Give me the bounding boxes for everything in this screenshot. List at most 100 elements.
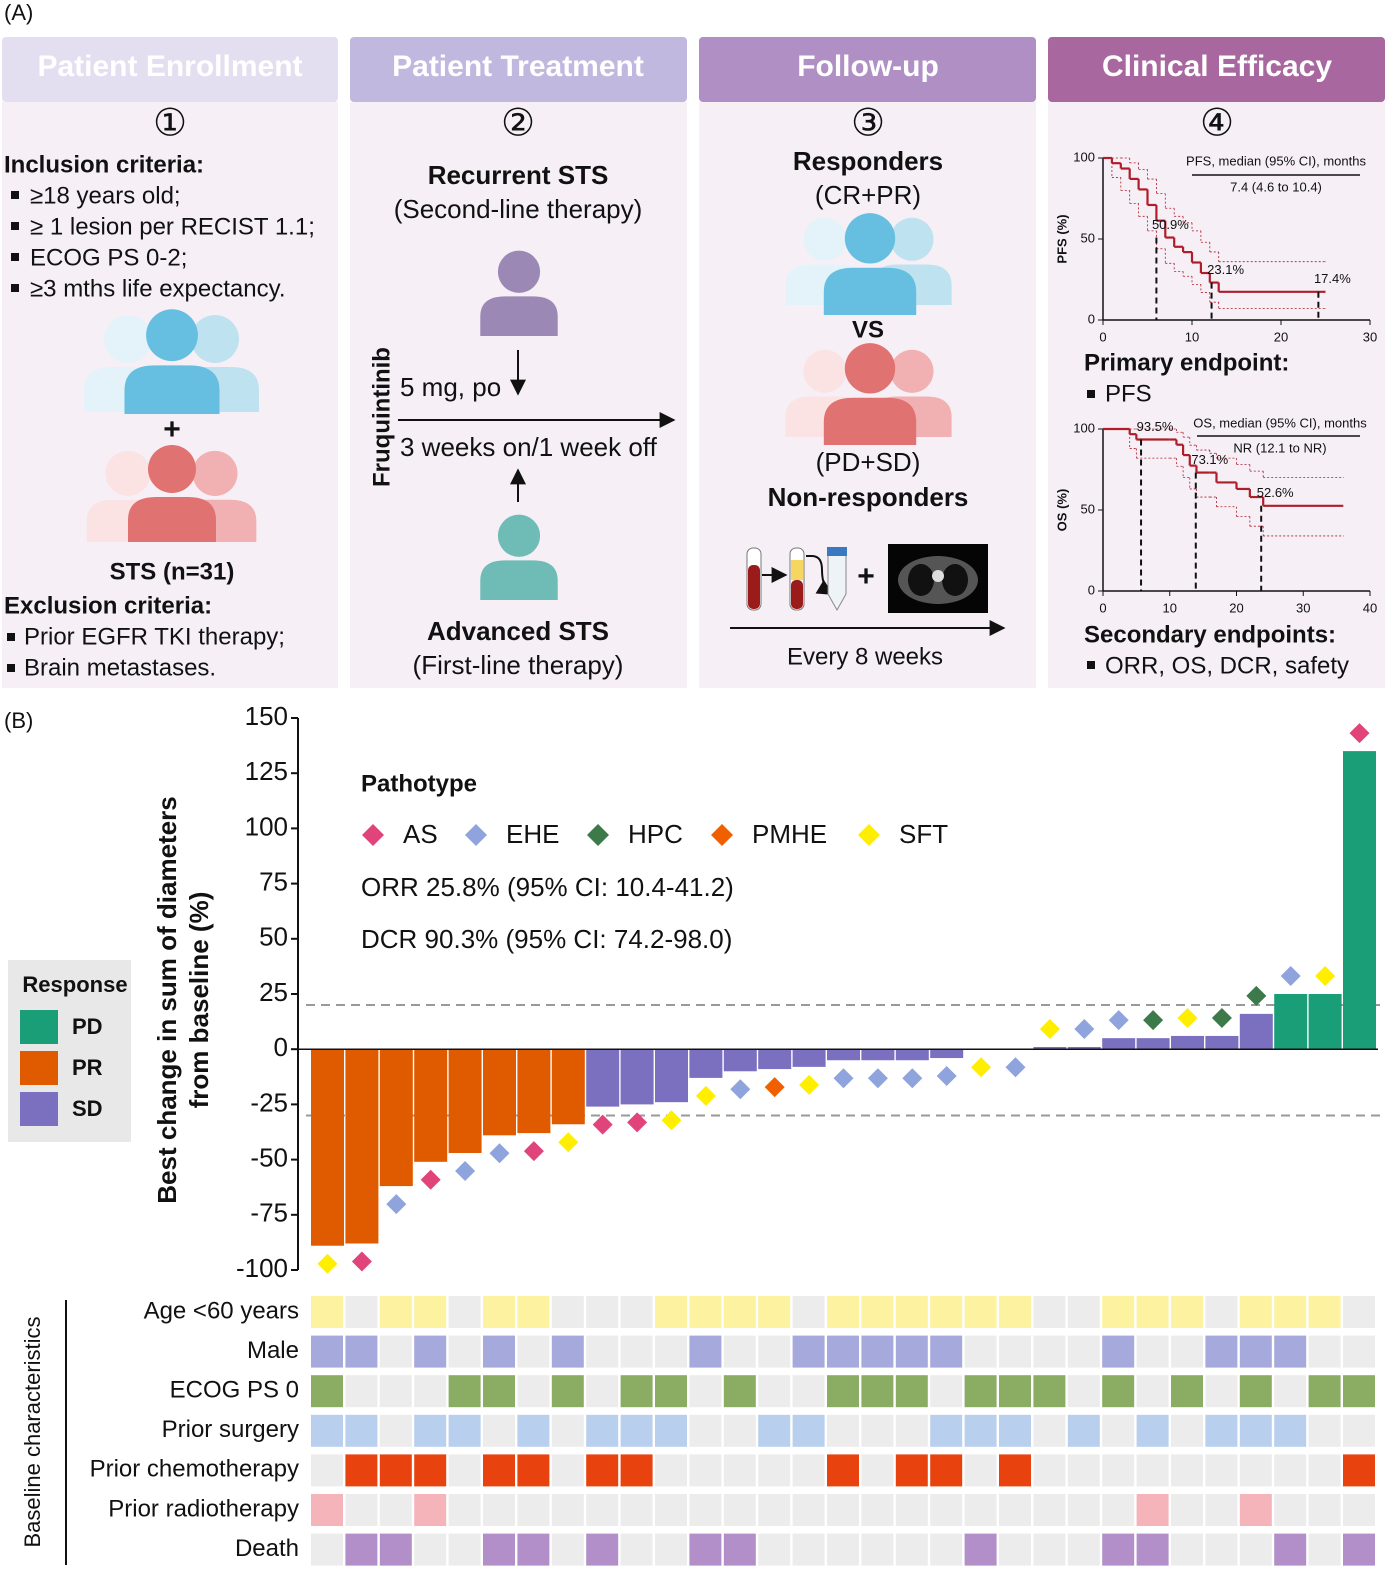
legend-label: SD: [72, 1096, 103, 1121]
cohort: STS (n=31): [110, 558, 235, 585]
heat-cell: [311, 1533, 343, 1566]
y-tick-label: 0: [1088, 311, 1095, 326]
legend-title: PFS, median (95% CI), months: [1186, 153, 1366, 168]
bar: [827, 1049, 860, 1061]
heat-cell: [1205, 1533, 1238, 1566]
x-tick-label: 10: [1185, 329, 1199, 344]
group-title: Recurrent STS: [428, 160, 609, 190]
criterion: ECOG PS 0-2;: [30, 244, 187, 271]
heat-cell: [586, 1414, 619, 1447]
group-line: (PD+SD): [816, 447, 921, 477]
heat-cell: [1102, 1494, 1135, 1526]
pathotype-marker: [833, 1068, 854, 1089]
legend-label: AS: [403, 819, 438, 849]
heat-cell: [1136, 1494, 1169, 1526]
heat-cell: [689, 1375, 722, 1408]
bar: [379, 1049, 413, 1187]
heat-cell: [345, 1454, 378, 1487]
heat-cell: [379, 1414, 412, 1447]
heat-cell: [1343, 1454, 1375, 1487]
heat-cell: [999, 1375, 1031, 1408]
heat-cell: [1343, 1335, 1375, 1368]
interval: Every 8 weeks: [787, 643, 943, 670]
heat-cell: [551, 1296, 584, 1328]
y-tick-label: 0: [274, 1032, 288, 1062]
ct-image: [908, 564, 934, 596]
heat-cell: [1308, 1454, 1341, 1487]
y-axis-label-line: Best change in sum of diameters: [152, 796, 182, 1203]
heat-cell: [1205, 1494, 1238, 1526]
heat-cell: [1171, 1454, 1203, 1487]
annotation: 50.9%: [1152, 217, 1189, 232]
pathotype-marker: [971, 1057, 992, 1078]
y-tick-label: 125: [245, 756, 288, 786]
bar: [311, 1049, 344, 1246]
heat-cell: [1067, 1533, 1100, 1566]
group-line: (CR+PR): [815, 180, 921, 210]
heat-cell: [792, 1533, 825, 1566]
y-tick-label: -75: [250, 1198, 288, 1228]
bar: [1343, 751, 1376, 1050]
column-header: [350, 37, 687, 102]
heat-cell: [1033, 1454, 1066, 1487]
pathotype-marker: [1177, 1007, 1198, 1028]
heat-cell: [1136, 1335, 1169, 1368]
heat-cell: [551, 1335, 584, 1368]
heat-cell: [448, 1375, 481, 1408]
legend-marker: [587, 824, 609, 846]
step-number: ③: [851, 101, 885, 145]
heat-cell: [345, 1296, 378, 1328]
tube-cap: [827, 547, 847, 556]
legend-marker: [465, 824, 487, 846]
heat-cell: [1343, 1375, 1375, 1408]
bar: [551, 1049, 585, 1125]
heat-cell: [586, 1494, 619, 1526]
pathotype-marker: [1280, 966, 1301, 986]
criterion: Brain metastases.: [24, 654, 216, 681]
legend-marker: [362, 824, 384, 846]
heat-cell: [311, 1296, 343, 1328]
step-number: ①: [153, 101, 187, 145]
heat-cell: [895, 1454, 928, 1487]
heat-cell: [964, 1296, 997, 1328]
heat-cell: [758, 1454, 791, 1487]
legend-label: EHE: [506, 819, 559, 849]
heat-cell: [311, 1454, 343, 1487]
heat-cell: [1343, 1414, 1375, 1447]
legend-label: PD: [72, 1014, 103, 1039]
heat-cell: [379, 1375, 412, 1408]
heat-cell: [414, 1533, 447, 1566]
heat-cell: [964, 1414, 997, 1447]
heat-cell: [1102, 1296, 1135, 1328]
pathotype-marker: [799, 1074, 820, 1095]
heat-cell: [999, 1335, 1031, 1368]
heat-cell: [792, 1414, 825, 1447]
heat-cell: [1205, 1454, 1238, 1487]
heat-cell: [1102, 1533, 1135, 1566]
legend-marker: [858, 824, 880, 846]
heat-cell: [1239, 1296, 1272, 1328]
annotation: 23.1%: [1207, 262, 1244, 277]
bar: [414, 1049, 448, 1162]
drug: Fruquintinib: [368, 347, 395, 487]
legend-label: PR: [72, 1055, 103, 1080]
heat-cell: [345, 1335, 378, 1368]
heat-cell: [1102, 1454, 1135, 1487]
heat-cell: [1067, 1414, 1100, 1447]
annotation: 73.1%: [1191, 452, 1228, 467]
y-tick-label: 100: [1073, 420, 1095, 435]
heat-cell: [379, 1454, 412, 1487]
heat-cell: [895, 1296, 928, 1328]
heat-cell: [1033, 1335, 1066, 1368]
heat-cell: [930, 1454, 963, 1487]
pathotype-marker: [420, 1169, 441, 1190]
bar: [758, 1049, 792, 1070]
heat-cell: [448, 1533, 481, 1566]
bar: [1171, 1035, 1204, 1050]
heat-cell: [517, 1335, 550, 1368]
heat-cell: [620, 1494, 653, 1526]
heat-cell: [1343, 1533, 1375, 1566]
heat-cell: [964, 1533, 997, 1566]
bar: [1239, 1013, 1273, 1050]
legend-value: NR (12.1 to NR): [1233, 440, 1326, 455]
